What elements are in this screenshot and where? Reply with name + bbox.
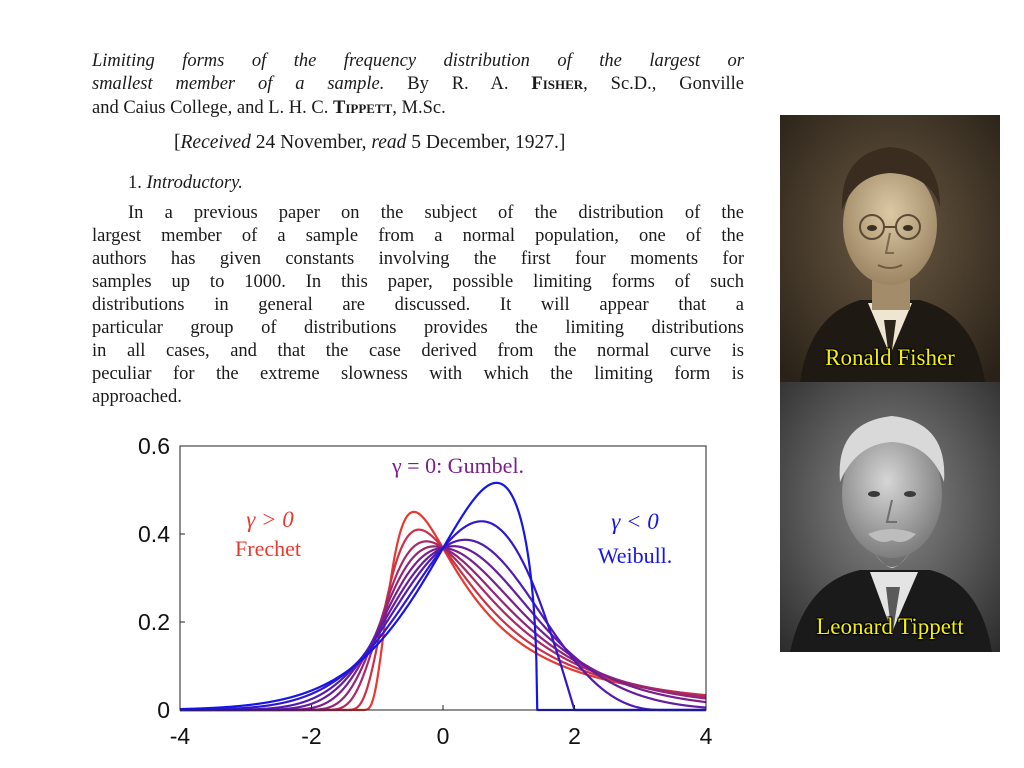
body-line-7: in all cases, and that the case derived … bbox=[92, 341, 744, 361]
body-line-3: authors has given constants involving th… bbox=[92, 249, 744, 269]
portrait-tippett-image bbox=[780, 382, 1000, 652]
section-heading: 1. Introductory. bbox=[128, 172, 243, 194]
body-line-8: peculiar for the extreme slowness with w… bbox=[92, 364, 744, 384]
paper-title-line-1: Limiting forms of the frequency distribu… bbox=[92, 51, 744, 71]
author-fisher: Fisher bbox=[531, 74, 584, 94]
paper-title-line-2: smallest member of a sample. By R. A. Fi… bbox=[92, 73, 744, 95]
author-tippett: Tippett bbox=[332, 98, 393, 118]
y-tick-label: 0.2 bbox=[138, 609, 170, 635]
received-date: 24 November, bbox=[250, 132, 372, 153]
density-curve-gamma-0 bbox=[179, 547, 707, 712]
caption-fisher: Ronald Fisher bbox=[825, 345, 955, 370]
body-line-6: particular group of distributions provid… bbox=[92, 318, 744, 338]
received-word: Received bbox=[180, 132, 251, 153]
paper-title-line-3: and Caius College, and L. H. C. Tippett,… bbox=[92, 97, 446, 119]
x-tick-label: 0 bbox=[437, 723, 450, 749]
gev-density-chart: -4 -2 0 2 4 0 0.2 0.4 0.6 γ > 0 Frechet γ = 0: … bbox=[138, 433, 713, 749]
y-tick-label: 0.6 bbox=[138, 433, 170, 459]
portrait-tippett: Leonard Tippett bbox=[780, 382, 1000, 652]
section-title: Introductory. bbox=[146, 173, 243, 193]
x-tick-label: 4 bbox=[700, 723, 713, 749]
read-date: 5 December, 1927.] bbox=[406, 132, 566, 153]
paper-title-affil: , Sc.D., Gonville bbox=[583, 74, 745, 94]
x-tick-label: -2 bbox=[301, 723, 321, 749]
x-axis-ticks: -4 -2 0 2 4 bbox=[170, 705, 713, 749]
received-bracket: [ bbox=[174, 132, 181, 153]
received-line: [Received 24 November, read 5 December, … bbox=[174, 132, 565, 154]
read-word: read bbox=[371, 132, 407, 153]
paper-title-italic: smallest member of a sample. bbox=[92, 74, 385, 94]
frechet-gamma-label: γ > 0 bbox=[246, 507, 294, 532]
x-tick-label: -4 bbox=[170, 723, 191, 749]
gumbel-label: γ = 0: Gumbel. bbox=[391, 453, 524, 478]
paper-title-degree: , M.Sc. bbox=[392, 98, 446, 118]
body-line-2: largest member of a sample from a normal… bbox=[92, 226, 744, 246]
y-tick-label: 0 bbox=[157, 697, 170, 723]
portrait-fisher-image bbox=[780, 115, 1000, 382]
x-tick-label: 2 bbox=[568, 723, 581, 749]
y-axis-ticks: 0 0.2 0.4 0.6 bbox=[138, 433, 185, 723]
body-line-5: distributions in general are discussed. … bbox=[92, 295, 744, 315]
body-line-1: In a previous paper on the subject of th… bbox=[128, 203, 744, 223]
weibull-gamma-label: γ < 0 bbox=[611, 509, 659, 534]
portrait-fisher: Ronald Fisher bbox=[780, 115, 1000, 382]
plot-frame bbox=[179, 445, 707, 711]
body-line-9: approached. bbox=[92, 387, 182, 407]
caption-tippett: Leonard Tippett bbox=[816, 614, 964, 639]
y-tick-label: 0.4 bbox=[138, 521, 170, 547]
frechet-name-label: Frechet bbox=[235, 536, 301, 561]
section-number: 1. bbox=[128, 173, 142, 193]
body-line-4: samples up to 1000. In this paper, possi… bbox=[92, 272, 744, 292]
weibull-name-label: Weibull. bbox=[598, 543, 673, 568]
paper-title-by: By R. A. bbox=[407, 74, 509, 94]
paper-title-affil-2: and Caius College, and L. H. C. bbox=[92, 98, 329, 118]
